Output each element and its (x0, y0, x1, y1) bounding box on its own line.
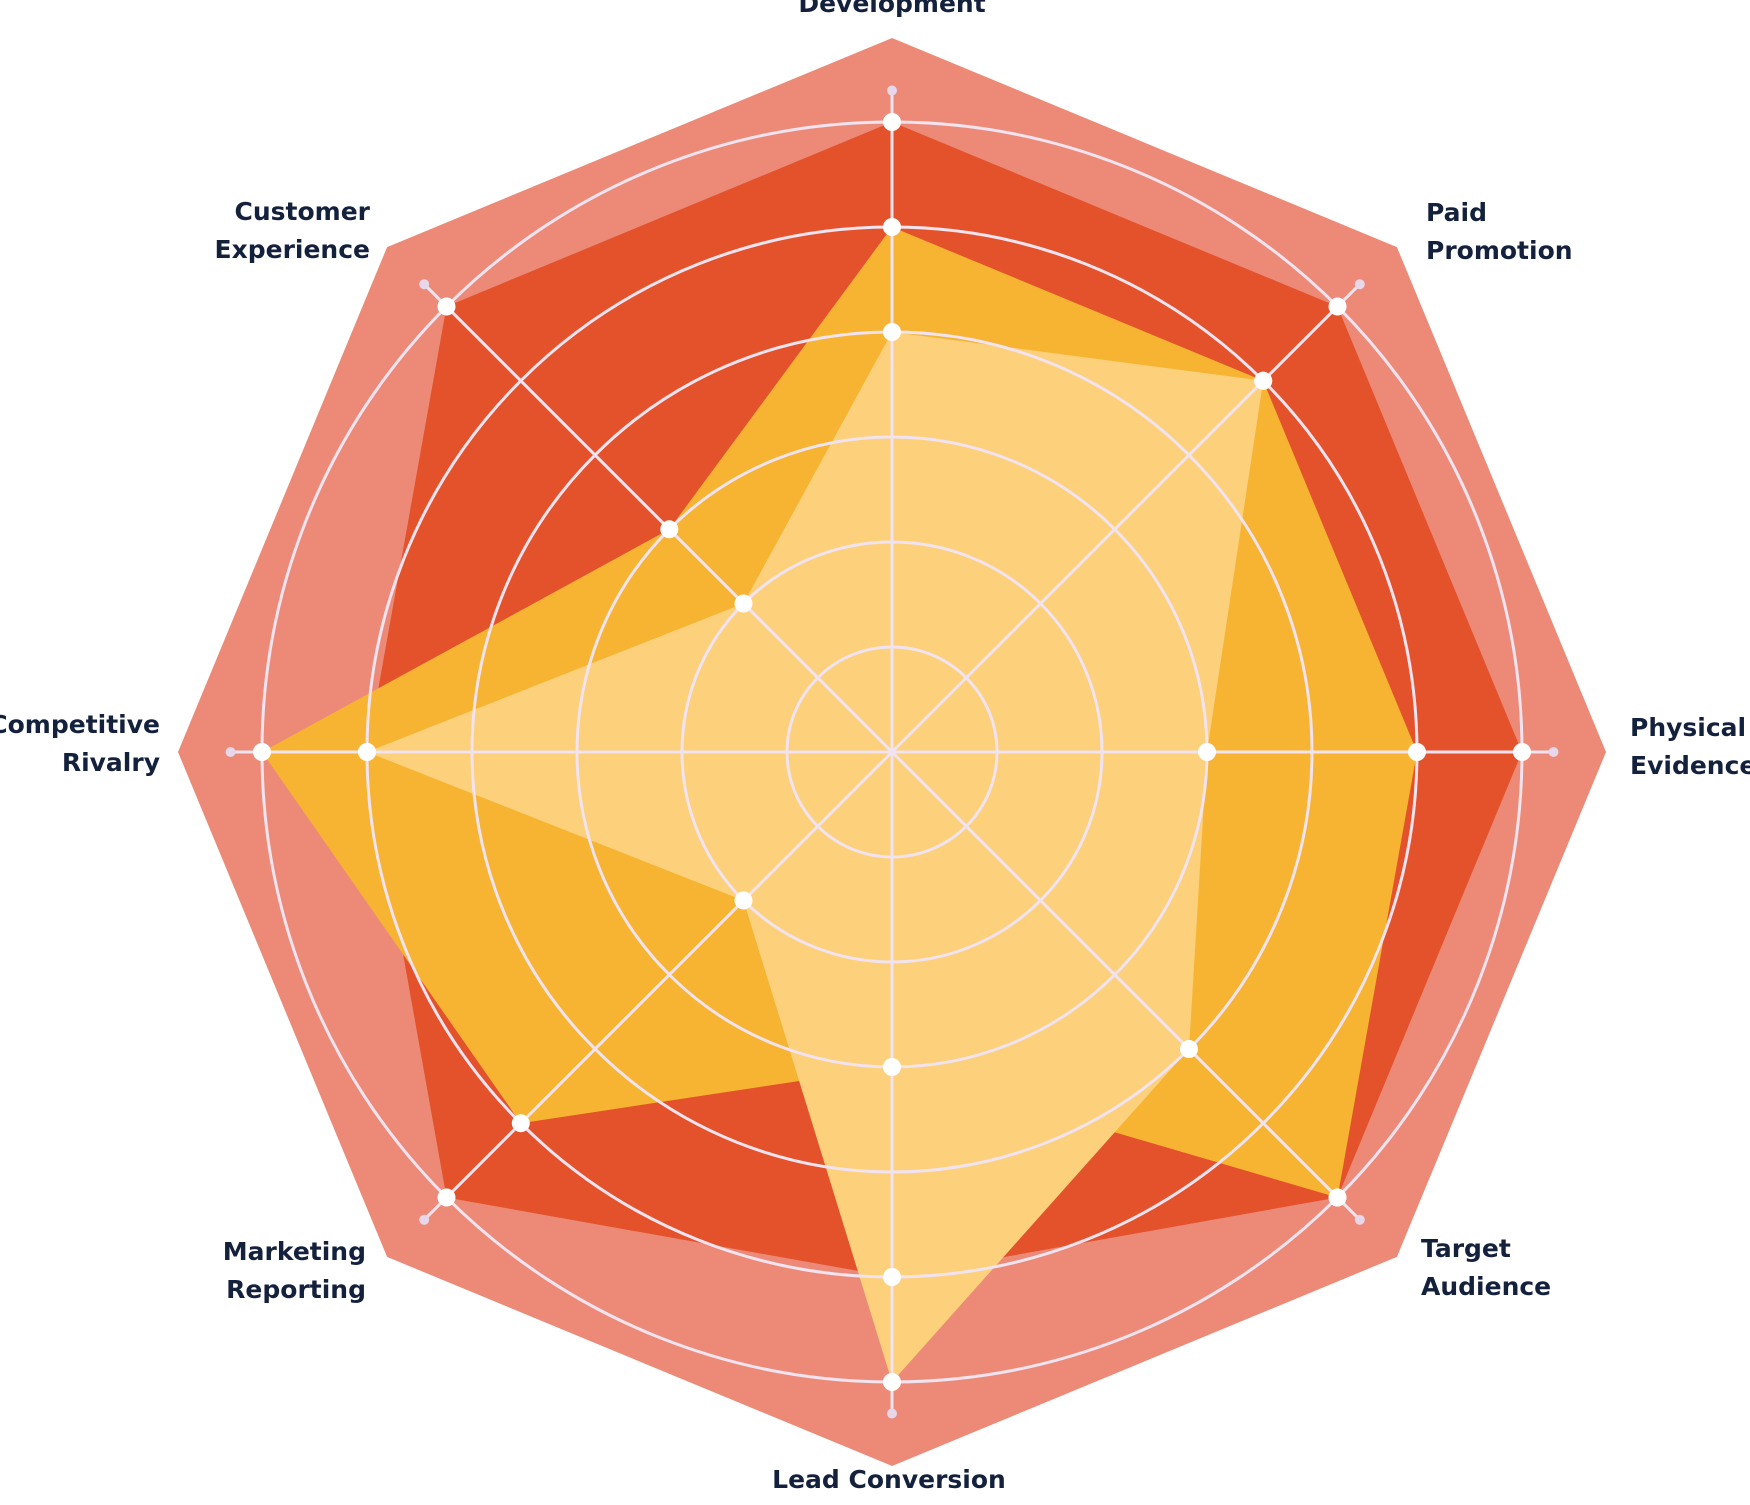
series-4-point (1180, 1040, 1198, 1058)
series-3-point (1328, 1188, 1347, 1207)
axis-end-marker (419, 279, 430, 290)
axis-label-line: Rivalry (62, 748, 160, 777)
axis-label-line: Physical (1630, 713, 1746, 742)
series-2-point (1513, 743, 1531, 761)
series-2-point (1328, 297, 1347, 316)
series-2-point (883, 1268, 901, 1286)
series-4-point (883, 1373, 901, 1391)
axis-label-line: Lead Conversion (772, 1465, 1006, 1494)
axis-spoke-paid-promotion (890, 283, 1361, 754)
axis-end-marker (225, 747, 236, 757)
series-4-point (734, 594, 753, 613)
axis-end-marker (1354, 279, 1365, 290)
axis-label-line: Marketing (223, 1237, 366, 1266)
axis-end-marker (887, 85, 897, 96)
marker-layer (253, 113, 1531, 1391)
series-2-point (883, 113, 901, 131)
axis-label-paid-promotion: Paid Promotion (1426, 198, 1573, 265)
series-3-point (883, 218, 901, 236)
series-4-area (367, 332, 1264, 1382)
series-2-point (437, 297, 456, 316)
series-3-point (511, 1114, 530, 1133)
series-4-point (1254, 371, 1273, 390)
axis-label-development: Development (798, 0, 985, 18)
axis-label-line: Evidence (1630, 751, 1750, 780)
series-2-point (437, 1188, 456, 1207)
axis-label-line: Target (1421, 1234, 1511, 1263)
axis-label-line: Promotion (1426, 236, 1573, 265)
axis-label-line: Experience (215, 235, 370, 264)
axis-label-customer-experience: Customer Experience (215, 197, 371, 264)
axis-label-line: Reporting (226, 1275, 366, 1304)
axis-label-competitive-rivalry: Competitive Rivalry (0, 710, 160, 777)
axis-label-line: Customer (235, 197, 371, 226)
series-4-point (883, 323, 901, 341)
axis-end-marker (419, 1214, 430, 1225)
axis-spoke-marketing-reporting (423, 750, 894, 1221)
axis-spoke-customer-experience (423, 283, 894, 754)
axis-spoke-target-audience (890, 750, 1361, 1221)
axis-end-marker (1354, 1214, 1365, 1225)
series-4-point (1198, 743, 1216, 761)
axis-label-line: Development (798, 0, 985, 18)
axis-label-line: Audience (1421, 1272, 1551, 1301)
axis-label-line: Competitive (0, 710, 160, 739)
axis-label-lead-conversion: Lead Conversion (772, 1465, 1006, 1494)
grid-layer (225, 85, 1559, 1419)
series-3-point (883, 1058, 901, 1076)
axis-label-target-audience: Target Audience (1421, 1234, 1551, 1301)
series-3-point (1408, 743, 1426, 761)
series-3-point (253, 743, 271, 761)
series-3-point (660, 520, 679, 539)
axis-label-physical-evidence: Physical Evidence (1630, 713, 1750, 780)
axis-label-line: Paid (1426, 198, 1487, 227)
axis-end-marker (887, 1408, 897, 1419)
series-4-point (734, 891, 753, 910)
series-4-point (358, 743, 376, 761)
axis-label-marketing-reporting: Marketing Reporting (223, 1237, 366, 1304)
axis-end-marker (1548, 747, 1559, 757)
